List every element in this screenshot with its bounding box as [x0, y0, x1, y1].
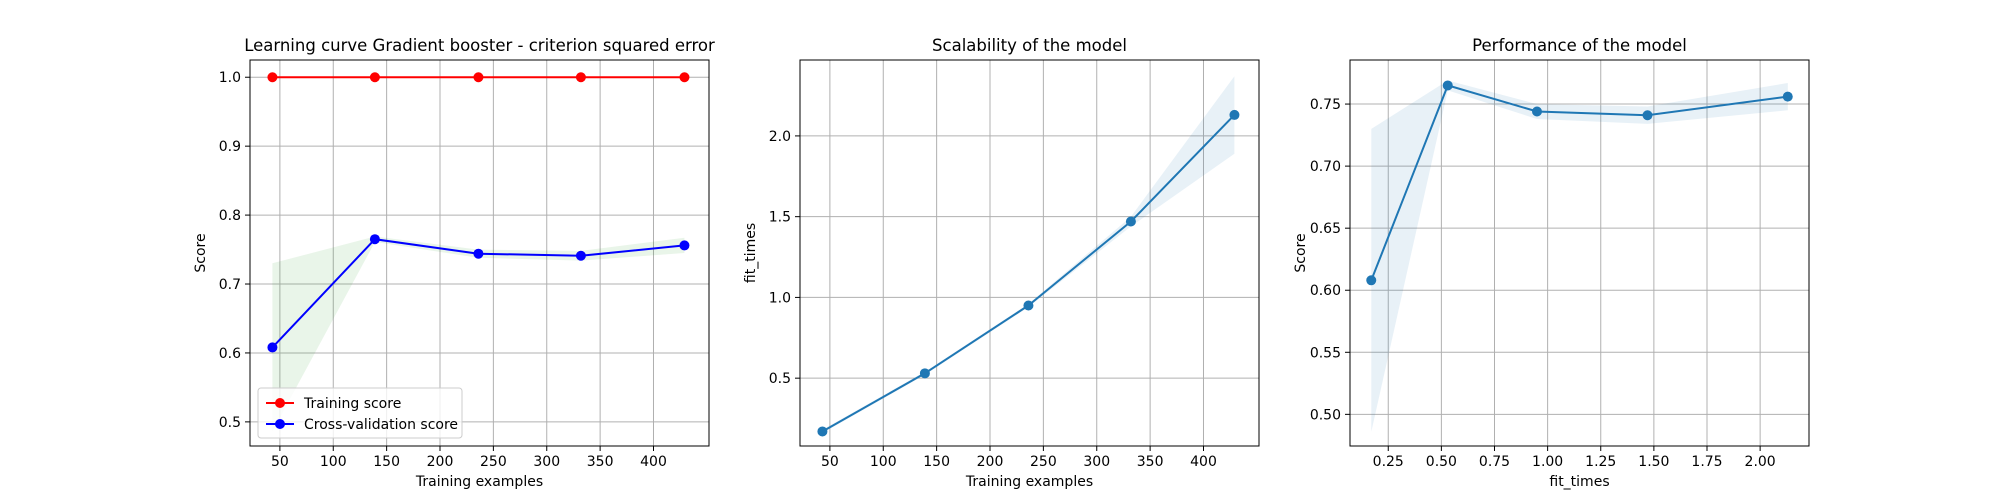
legend-label: Training score — [303, 396, 401, 412]
legend-entry: Cross-validation score — [266, 417, 458, 433]
grid — [800, 60, 1259, 446]
data-point — [575, 72, 586, 83]
x-tick-label: 300 — [1083, 454, 1110, 470]
y-tick-label: 0.60 — [1310, 283, 1341, 299]
chart-title: Performance of the model — [1472, 36, 1687, 55]
data-point — [817, 426, 828, 437]
std-band — [822, 76, 1235, 434]
data-point — [267, 72, 278, 83]
y-tick-label: 0.7 — [219, 277, 241, 293]
y-tick-label: 1.0 — [769, 290, 791, 306]
data-point — [679, 240, 690, 251]
x-tick-label: 200 — [427, 454, 454, 470]
x-tick-label: 250 — [1030, 454, 1057, 470]
x-tick-label: 50 — [271, 454, 289, 470]
x-tick-label: 1.75 — [1691, 454, 1722, 470]
data-point — [1642, 110, 1653, 121]
legend-marker — [275, 419, 285, 429]
x-tick-label: 150 — [373, 454, 400, 470]
x-tick-label: 200 — [977, 454, 1004, 470]
y-axis-label: Score — [193, 233, 209, 272]
x-tick-label: 1.00 — [1532, 454, 1563, 470]
std-band — [1371, 80, 1788, 432]
std-band — [272, 236, 685, 432]
x-axis-label: Training examples — [415, 474, 543, 490]
series-1 — [1366, 80, 1793, 432]
data-point — [1023, 300, 1034, 311]
series-1 — [817, 76, 1240, 437]
data-point — [473, 72, 484, 83]
x-tick-label: 100 — [320, 454, 347, 470]
y-tick-label: 0.70 — [1310, 159, 1341, 175]
chart-title: Scalability of the model — [932, 36, 1127, 55]
legend: Training score Cross-validation score — [257, 387, 463, 439]
y-tick-label: 0.8 — [219, 208, 241, 224]
y-tick-label: 1.5 — [769, 210, 791, 226]
x-tick-label: 1.50 — [1638, 454, 1669, 470]
x-axis-label: fit_times — [1549, 474, 1609, 490]
data-point — [575, 250, 586, 261]
data-point — [1782, 91, 1793, 102]
grid — [1350, 60, 1809, 446]
axes-frame — [249, 59, 710, 447]
data-point — [1442, 80, 1453, 91]
chart-2: 50 100 150 200 250 300 350 400 0.5 1.0 1.5 2.0 Scala… — [743, 36, 1260, 490]
y-axis-label: Score — [1293, 233, 1309, 272]
y-tick-label: 0.50 — [1310, 407, 1341, 423]
y-tick-label: 2.0 — [769, 129, 791, 145]
legend-label: Cross-validation score — [304, 417, 458, 433]
y-tick-label: 0.5 — [219, 415, 241, 431]
y-tick-label: 0.65 — [1310, 221, 1341, 237]
y-tick-label: 0.6 — [219, 346, 241, 362]
series-1 — [267, 72, 690, 83]
data-point — [1125, 216, 1136, 227]
x-tick-label: 300 — [533, 454, 560, 470]
x-tick-label: 2.00 — [1745, 454, 1776, 470]
chart-3: 0.25 0.50 0.75 1.00 1.25 1.50 1.75 2.00 0.50 0.55… — [1293, 36, 1810, 490]
x-tick-label: 400 — [640, 454, 667, 470]
y-tick-label: 0.55 — [1310, 345, 1341, 361]
x-tick-label: 100 — [870, 454, 897, 470]
chart-1: 50 100 150 200 250 300 350 400 0.5 0.6 0.7 0.8 0.9 1.… — [193, 36, 715, 490]
y-tick-label: 0.5 — [769, 371, 791, 387]
y-tick-label: 1.0 — [219, 70, 241, 86]
x-tick-label: 150 — [923, 454, 950, 470]
data-point — [473, 248, 484, 259]
x-tick-label: 400 — [1190, 454, 1217, 470]
data-point — [1229, 109, 1240, 120]
x-tick-label: 0.75 — [1479, 454, 1510, 470]
x-axis-label: Training examples — [965, 474, 1093, 490]
legend-marker — [275, 398, 285, 408]
data-point — [369, 234, 380, 245]
data-point — [919, 368, 930, 379]
legend-entry: Training score — [266, 396, 401, 412]
x-tick-label: 50 — [821, 454, 839, 470]
x-tick-label: 1.25 — [1585, 454, 1616, 470]
data-point — [1366, 275, 1377, 286]
x-tick-label: 0.25 — [1373, 454, 1404, 470]
axes-frame — [1349, 59, 1810, 447]
y-tick-label: 0.75 — [1310, 97, 1341, 113]
y-axis-label: fit_times — [743, 223, 759, 283]
x-tick-label: 350 — [1137, 454, 1164, 470]
legend-box — [257, 387, 463, 439]
data-point — [1532, 106, 1542, 117]
axes-frame — [799, 59, 1260, 447]
chart-title: Learning curve Gradient booster - criter… — [244, 36, 715, 55]
series-2 — [267, 234, 690, 432]
data-point — [369, 72, 380, 83]
data-point — [267, 342, 278, 353]
x-tick-label: 0.50 — [1426, 454, 1457, 470]
data-point — [679, 72, 690, 83]
x-tick-label: 350 — [587, 454, 614, 470]
x-tick-label: 250 — [480, 454, 507, 470]
y-tick-label: 0.9 — [219, 139, 241, 155]
